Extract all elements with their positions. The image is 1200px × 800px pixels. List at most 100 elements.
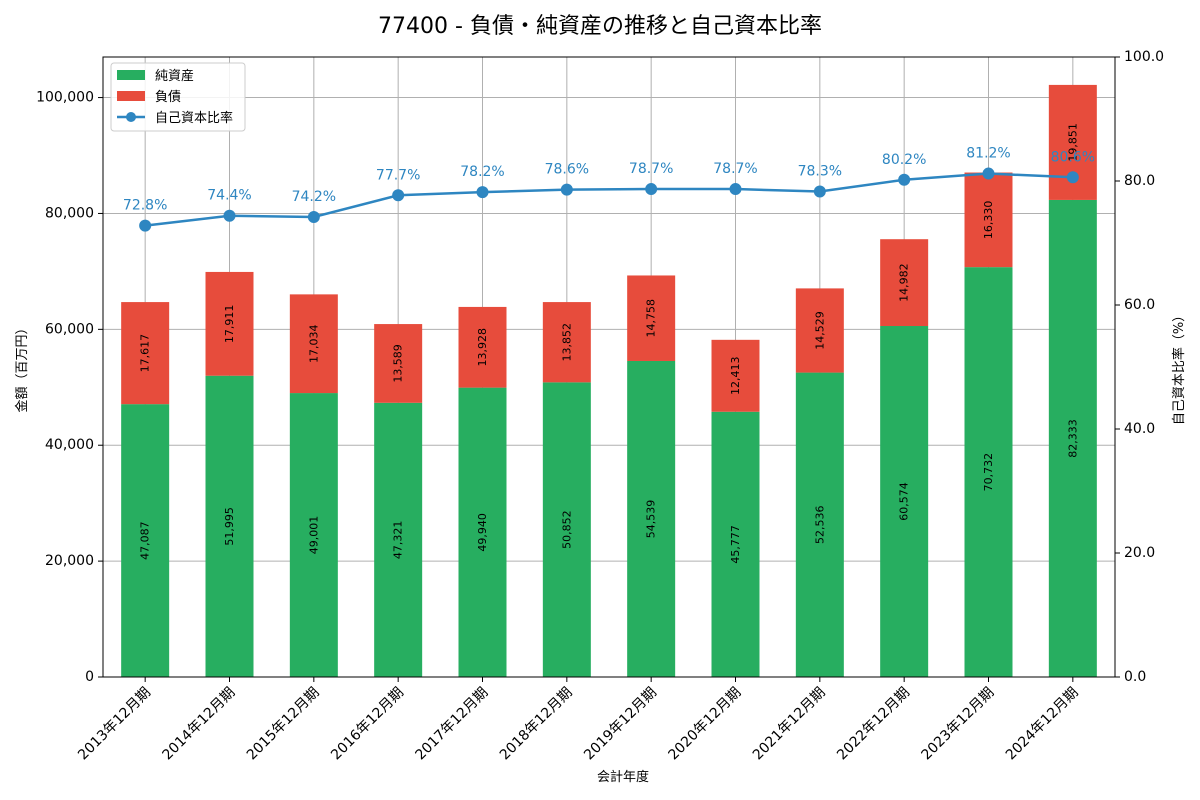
bar-label-equity: 45,777 <box>729 525 742 564</box>
legend-swatch-liabilities <box>117 91 145 101</box>
y2-tick-label: 40.0 <box>1124 421 1155 437</box>
x-tick-label: 2017年12月期 <box>413 685 492 764</box>
bar-equity <box>289 393 338 677</box>
ratio-point <box>1066 171 1079 184</box>
ratio-label: 78.3% <box>798 164 842 180</box>
legend-swatch-ratio-marker <box>126 112 136 122</box>
x-axis-label: 会計年度 <box>597 769 649 785</box>
ratio-point <box>223 209 236 222</box>
bar-liabilities <box>964 172 1013 268</box>
bar-equity <box>205 375 254 677</box>
ratio-label: 81.2% <box>966 146 1010 162</box>
bars: 47,087 17,617 51,995 17,911 49,001 17,034 47,3… <box>121 84 1097 677</box>
x-tick-label: 2020年12月期 <box>666 685 745 764</box>
ratio-point <box>898 173 911 186</box>
bar-equity <box>711 411 760 677</box>
bar-label-equity: 49,940 <box>476 513 489 552</box>
bar-label-equity: 47,087 <box>139 521 152 560</box>
bar-label-liabilities: 17,911 <box>223 305 236 344</box>
bar-label-liabilities: 19,851 <box>1066 123 1079 162</box>
bar-label-liabilities: 17,617 <box>139 334 152 373</box>
ratio-point <box>139 219 152 232</box>
ratio-label: 78.7% <box>713 161 757 177</box>
ratio-label: 78.7% <box>629 161 673 177</box>
ratio-label: 80.2% <box>882 152 926 168</box>
y-tick-label: 0 <box>85 669 94 685</box>
bar-label-equity: 54,539 <box>645 500 658 539</box>
bar-equity <box>121 404 170 677</box>
ratio-label: 72.8% <box>123 198 167 214</box>
y-tick-label: 100,000 <box>36 90 94 106</box>
ratio-label: 77.7% <box>376 167 420 183</box>
y-axis-label: 金額（百万円） <box>14 321 30 412</box>
bar-label-liabilities: 16,330 <box>982 201 995 240</box>
y-tick-label: 80,000 <box>45 205 94 221</box>
x-tick-label: 2021年12月期 <box>750 685 829 764</box>
bar-label-equity: 52,536 <box>813 506 826 545</box>
bar-label-equity: 47,321 <box>392 521 405 560</box>
y-tick-label: 20,000 <box>45 553 94 569</box>
bar-liabilities <box>121 302 170 405</box>
ratio-point <box>307 210 320 223</box>
x-tick-label: 2024年12月期 <box>1003 685 1082 764</box>
bar-liabilities <box>711 339 760 412</box>
ratio-label: 78.6% <box>545 162 589 178</box>
legend-swatch-equity <box>117 70 145 80</box>
y2-tick-label: 20.0 <box>1124 545 1155 561</box>
bar-liabilities <box>458 306 507 388</box>
bar-equity <box>880 326 929 677</box>
bar-liabilities <box>289 294 338 394</box>
bar-label-equity: 70,732 <box>982 453 995 492</box>
bar-label-equity: 82,333 <box>1066 419 1079 458</box>
x-tick-label: 2013年12月期 <box>75 685 154 764</box>
y-tick-label: 60,000 <box>45 321 94 337</box>
x-tick-label: 2015年12月期 <box>244 685 323 764</box>
y2-tick-label: 60.0 <box>1124 297 1155 313</box>
bar-liabilities <box>205 271 254 376</box>
bar-label-equity: 60,574 <box>898 482 911 521</box>
bar-label-liabilities: 13,852 <box>560 323 573 362</box>
y2-tick-label: 0.0 <box>1124 669 1146 685</box>
plot-frame <box>102 56 1116 678</box>
bar-label-equity: 51,995 <box>223 507 236 546</box>
chart-title: 77400 - 負債・純資産の推移と自己資本比率 <box>378 14 822 39</box>
x-tick-label: 2018年12月期 <box>497 685 576 764</box>
bar-equity <box>374 402 423 677</box>
bar-label-liabilities: 13,589 <box>392 344 405 383</box>
y-tick-label: 40,000 <box>45 437 94 453</box>
bar-label-liabilities: 14,529 <box>813 311 826 350</box>
ratio-label: 80.6% <box>1051 149 1095 165</box>
ratio-point <box>392 189 405 202</box>
ratio-point <box>645 183 658 196</box>
bar-equity <box>1048 199 1097 677</box>
ratio-line-path <box>145 172 1073 227</box>
bar-liabilities <box>627 275 676 361</box>
grid <box>103 57 1115 677</box>
ratio-label: 78.2% <box>460 164 504 180</box>
ratio-line: 72.8% 74.4% 74.2% 77.7% 78.2% 78.6% 78.7% 78.7%… <box>123 146 1095 232</box>
bar-liabilities <box>880 239 929 327</box>
legend-label-ratio: 自己資本比率 <box>155 110 233 126</box>
bar-equity <box>964 267 1013 677</box>
legend-label-equity: 純資産 <box>155 68 194 84</box>
bar-liabilities <box>374 324 423 403</box>
bar-label-liabilities: 12,413 <box>729 357 742 396</box>
bar-label-liabilities: 13,928 <box>476 328 489 367</box>
bar-label-equity: 49,001 <box>307 516 320 555</box>
bar-equity <box>542 382 591 677</box>
x-tick-label: 2023年12月期 <box>919 685 998 764</box>
legend: 純資産 負債 自己資本比率 <box>110 62 246 132</box>
ratio-label: 74.2% <box>292 189 336 205</box>
x-tick-label: 2019年12月期 <box>581 685 660 764</box>
ratio-point <box>982 167 995 180</box>
ratio-point <box>560 183 573 196</box>
x-tick-label: 2016年12月期 <box>328 685 407 764</box>
bar-equity <box>458 387 507 677</box>
bar-label-equity: 50,852 <box>560 510 573 549</box>
x-tick-label: 2014年12月期 <box>160 685 239 764</box>
bar-equity <box>627 360 676 677</box>
legend-label-liabilities: 負債 <box>155 90 181 105</box>
ratio-point <box>476 186 489 199</box>
bar-equity <box>795 372 844 677</box>
